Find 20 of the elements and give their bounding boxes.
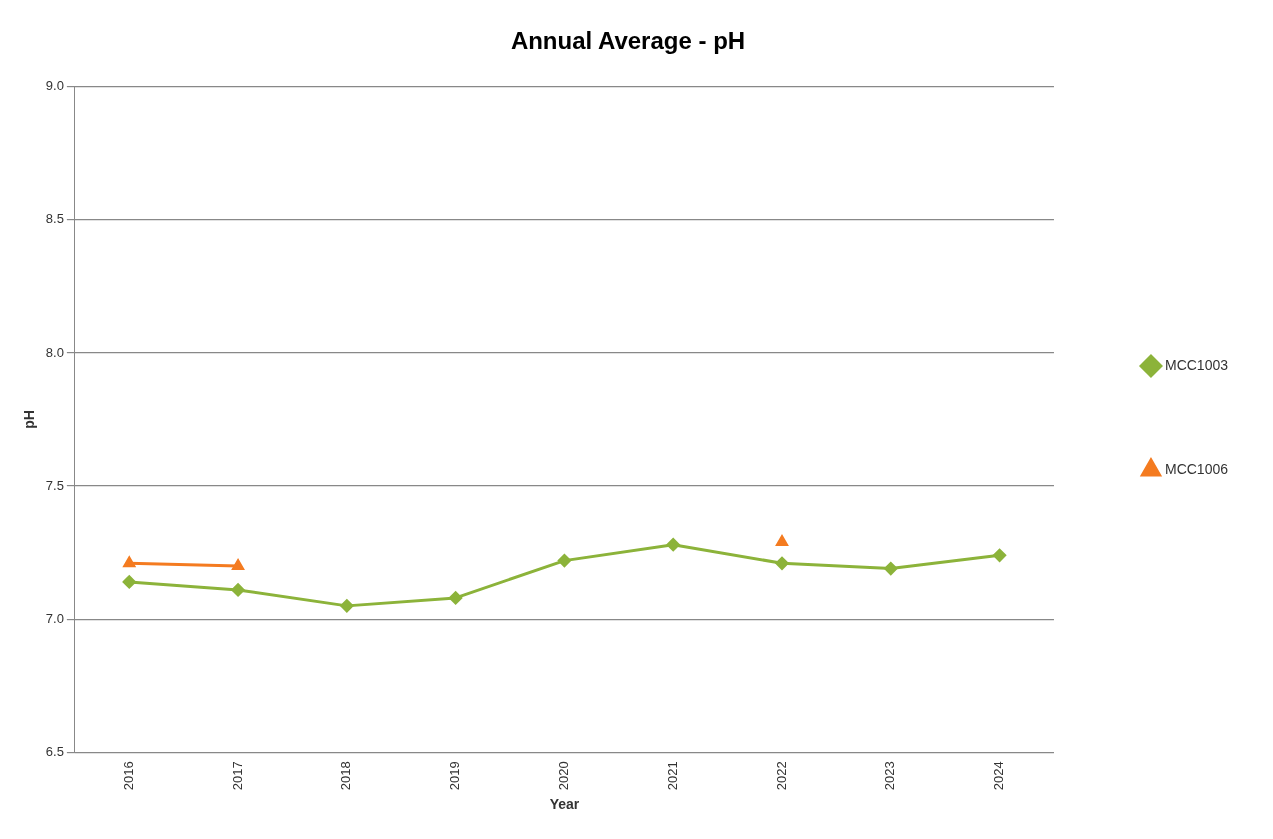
y-tick-label: 8.5 bbox=[45, 211, 64, 227]
x-tick-label: 2020 bbox=[556, 761, 571, 791]
y-axis-title: pH bbox=[21, 410, 38, 429]
legend-label: MCC1006 bbox=[1164, 460, 1229, 477]
x-tick-label: 2017 bbox=[229, 761, 245, 791]
y-tick-label: 7.5 bbox=[45, 477, 64, 493]
x-tick-label: 2022 bbox=[773, 761, 789, 791]
x-axis-title: Year bbox=[549, 796, 580, 813]
x-tick-label: 2023 bbox=[882, 761, 898, 791]
x-tick-label: 2016 bbox=[120, 761, 136, 791]
x-tick-label: 2021 bbox=[664, 761, 680, 791]
y-tick-label: 8.0 bbox=[45, 344, 64, 360]
x-tick-label: 2019 bbox=[447, 761, 463, 791]
legend-label: MCC1003 bbox=[1164, 356, 1229, 373]
x-tick-label: 2018 bbox=[338, 761, 354, 791]
y-tick-label: 6.5 bbox=[45, 743, 64, 759]
chart-title: Annual Average - pH bbox=[510, 27, 746, 55]
y-tick-label: 9.0 bbox=[45, 78, 64, 94]
x-tick-label: 2024 bbox=[991, 761, 1007, 791]
y-tick-label: 7.0 bbox=[45, 610, 64, 626]
